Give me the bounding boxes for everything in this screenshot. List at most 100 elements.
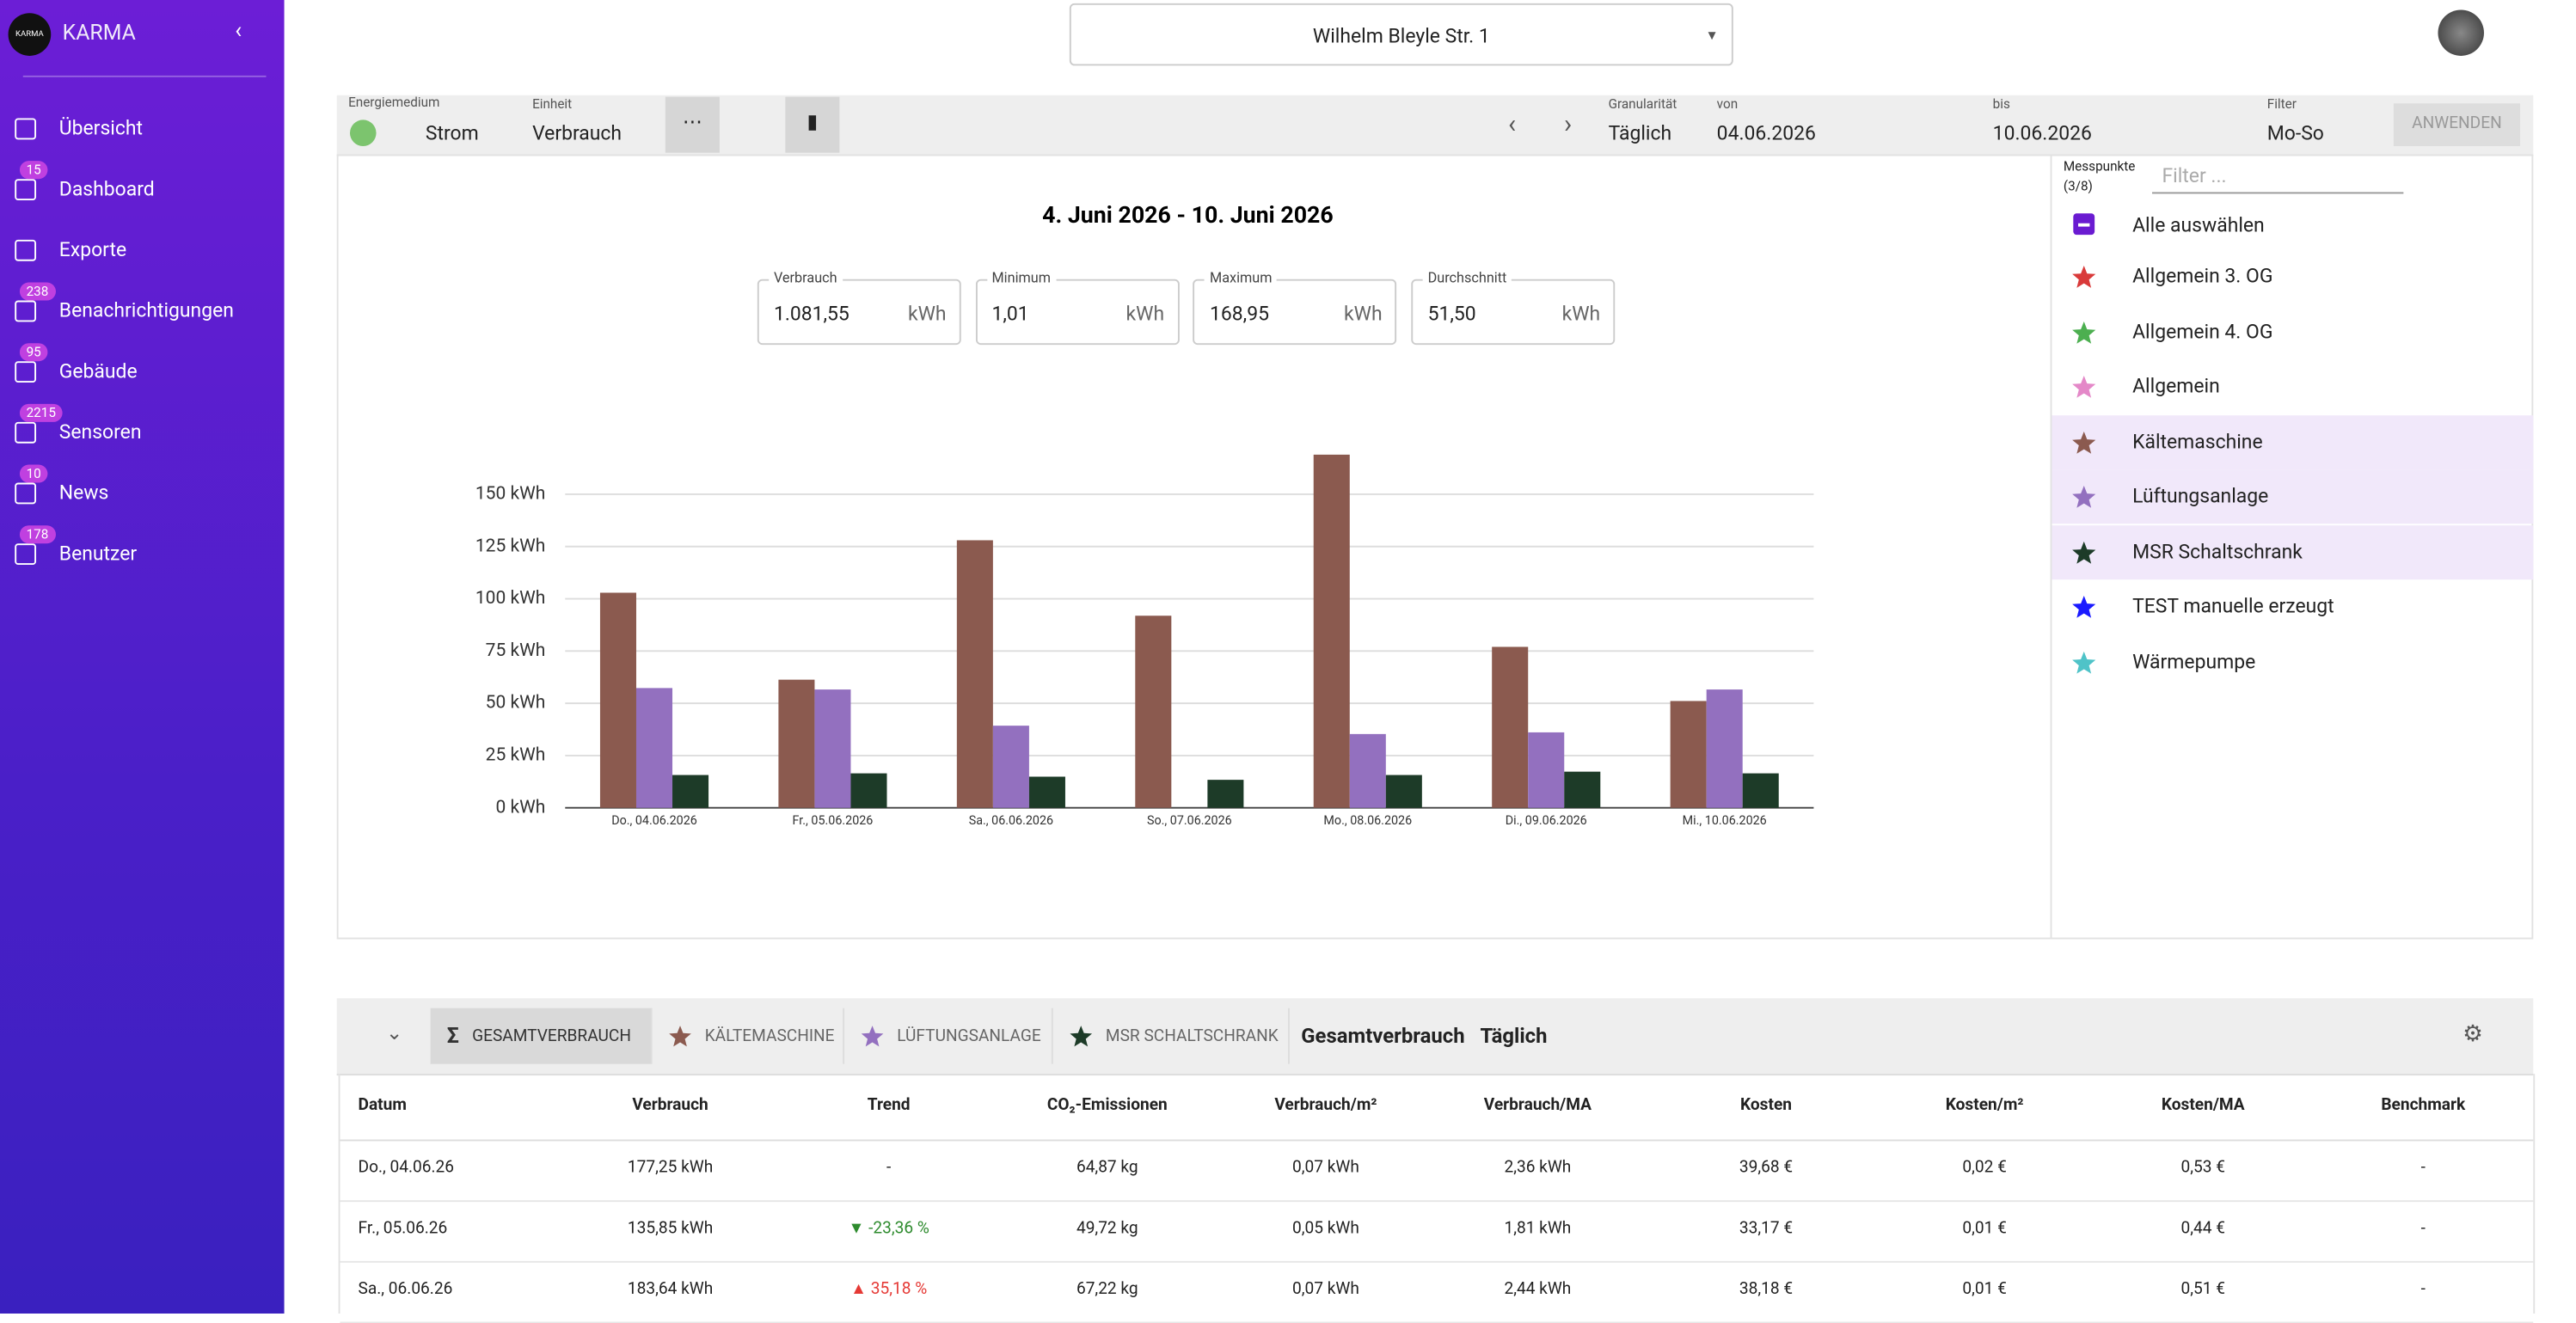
row-divider (340, 1139, 2534, 1142)
logo: KARMA (8, 13, 52, 56)
stat-label: Maximum (1205, 271, 1278, 288)
star (2072, 376, 2096, 398)
column-header[interactable]: CO₂-Emissionen (1046, 1096, 1168, 1115)
filter-value[interactable]: Mo-So (2266, 121, 2324, 145)
stat-unit: kWh (1125, 302, 1165, 326)
table-cell: 49,72 kg (1076, 1220, 1138, 1239)
filter-label: Filter (2266, 96, 2297, 112)
bar (1492, 646, 1529, 808)
bar (1742, 773, 1779, 808)
point-name: Allgemein 3. OG (2132, 264, 2273, 288)
column-header[interactable]: Benchmark (2381, 1096, 2466, 1115)
stat-value: 51,50 (1427, 302, 1476, 326)
select-all[interactable]: Alle auswählen (2132, 213, 2265, 237)
unit-value[interactable]: Verbrauch (532, 121, 623, 145)
settings-button[interactable]: ⚙ (2463, 1021, 2484, 1048)
star (1070, 1026, 1093, 1047)
table-cell: 0,51 € (2180, 1280, 2225, 1299)
nav-item[interactable]: Übersicht (58, 116, 144, 140)
collapse-button[interactable]: ‹ (235, 18, 242, 45)
select-all-checkbox[interactable] (2073, 213, 2095, 236)
nav-item[interactable]: Exporte (58, 237, 127, 261)
point-item[interactable]: Wärmepumpe (2052, 634, 2533, 689)
bar (956, 540, 993, 808)
granularity-label: Granularität (1608, 96, 1677, 112)
bar (1135, 616, 1172, 808)
nav-item[interactable]: Gebäude (58, 359, 138, 383)
star (669, 1026, 691, 1047)
points-filter[interactable]: Filter ... (2152, 164, 2404, 194)
stat-value: 168,95 (1210, 302, 1269, 326)
column-header[interactable]: Kosten (1739, 1096, 1793, 1115)
column-header[interactable]: Trend (867, 1096, 911, 1115)
star-icon (861, 1026, 884, 1047)
nav-badge: 15 (19, 161, 48, 180)
nav-item[interactable]: News (58, 481, 109, 505)
table-cell: 0,01 € (1962, 1280, 2007, 1299)
x-tick-label: Do., 04.06.2026 (611, 814, 697, 828)
from-value[interactable]: 04.06.2026 (1716, 121, 1816, 145)
apply-button[interactable]: ANWENDEN (2393, 103, 2521, 146)
next-button[interactable]: › (1563, 108, 1573, 140)
tab-total[interactable]: Σ GESAMTVERBRAUCH (430, 1008, 653, 1064)
table-cell: 64,87 kg (1076, 1159, 1138, 1178)
bar-chart-button[interactable]: ▮ (785, 96, 840, 153)
nav-item[interactable]: Dashboard (58, 177, 155, 201)
table-cell: 177,25 kWh (627, 1159, 714, 1178)
granularity-value[interactable]: Täglich (1608, 121, 1672, 145)
table-toolbar (336, 998, 2534, 1076)
nav-item[interactable]: Benachrichtigungen (58, 298, 234, 322)
building-select[interactable]: Wilhelm Bleyle Str. 1 ▼ (1069, 3, 1733, 66)
tab-label: Kältemaschine (704, 1026, 835, 1045)
nav-item[interactable]: Benutzer (58, 542, 138, 566)
point-item[interactable]: Kältemaschine (2052, 414, 2534, 469)
table-cell: 39,68 € (1739, 1159, 1794, 1178)
dropdown-arrow: ▼ (1705, 28, 1719, 43)
column-header[interactable]: Verbrauch/MA (1483, 1096, 1592, 1115)
column-header[interactable]: Kosten/m² (1945, 1096, 2024, 1115)
point-item[interactable]: MSR Schaltschrank (2052, 524, 2534, 579)
point-item[interactable]: Allgemein (2052, 359, 2533, 413)
column-header[interactable]: Kosten/MA (2161, 1096, 2245, 1115)
star (861, 1026, 884, 1047)
nav-item[interactable]: Sensoren (58, 420, 142, 444)
to-label: bis (1992, 96, 2010, 112)
point-item[interactable]: TEST manuelle erzeugt (2052, 579, 2533, 634)
brand: KARMA (62, 21, 136, 46)
x-tick-label: So., 07.06.2026 (1147, 814, 1232, 828)
column-header[interactable]: Datum (358, 1096, 407, 1115)
point-item[interactable]: Allgemein 3. OG (2052, 249, 2533, 303)
tab[interactable]: Kältemaschine (653, 1008, 845, 1064)
points-count: (3/8) (2063, 179, 2093, 194)
table-cell: 1,81 kWh (1504, 1220, 1572, 1239)
nav-icon (15, 179, 37, 201)
table-cell: 0,53 € (2180, 1159, 2225, 1178)
tab[interactable]: MSR Schaltschrank (1053, 1008, 1290, 1064)
bar (1313, 454, 1350, 808)
points-label: Messpunkte (2063, 159, 2136, 175)
x-tick-label: Mi., 10.06.2026 (1683, 814, 1767, 828)
energy-value[interactable]: Strom (425, 121, 479, 145)
nav-icon (15, 239, 37, 261)
nav-badge: 178 (19, 525, 56, 544)
y-tick-label: 25 kWh (486, 744, 546, 765)
table-cell: - (2420, 1220, 2426, 1239)
column-header[interactable]: Verbrauch/m² (1274, 1096, 1377, 1115)
table-cell: 67,22 kg (1076, 1280, 1138, 1299)
point-item[interactable]: Lüftungsanlage (2052, 469, 2534, 524)
tab[interactable]: Lüftungsanlage (844, 1008, 1053, 1064)
table-cell: 2,44 kWh (1504, 1280, 1572, 1299)
bar (778, 679, 815, 808)
point-item[interactable]: Allgemein 4. OG (2052, 304, 2533, 358)
point-name: Allgemein 4. OG (2132, 319, 2273, 343)
table-cell: 0,07 kWh (1291, 1159, 1359, 1178)
column-header[interactable]: Verbrauch (632, 1096, 708, 1115)
to-value[interactable]: 10.06.2026 (1992, 121, 2092, 145)
bar (1028, 776, 1065, 808)
avatar[interactable] (2438, 9, 2484, 56)
collapse-table[interactable]: ⌄ (386, 1021, 403, 1044)
nav-badge: 238 (19, 282, 56, 301)
nav-icon (15, 482, 37, 505)
more-button[interactable]: ⋯ (665, 96, 720, 153)
prev-button[interactable]: ‹ (1508, 108, 1517, 140)
